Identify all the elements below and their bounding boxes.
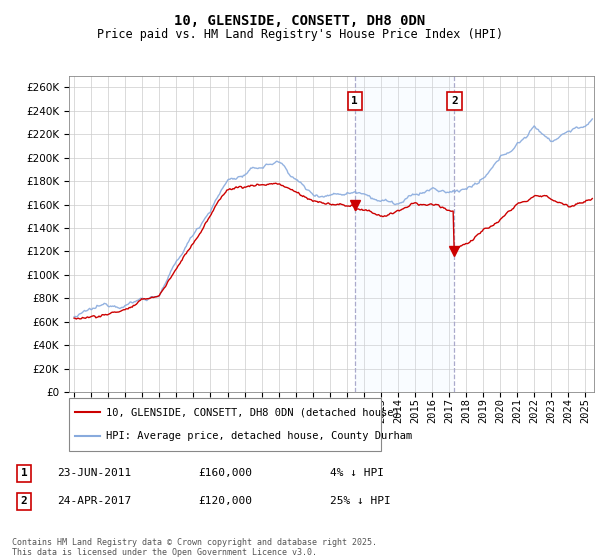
FancyBboxPatch shape	[69, 398, 381, 451]
Text: 2: 2	[451, 96, 458, 106]
Text: 25% ↓ HPI: 25% ↓ HPI	[330, 496, 391, 506]
Text: £120,000: £120,000	[198, 496, 252, 506]
Bar	[355, 76, 454, 392]
Text: 24-APR-2017: 24-APR-2017	[57, 496, 131, 506]
Text: 1: 1	[20, 468, 28, 478]
Text: 10, GLENSIDE, CONSETT, DH8 0DN (detached house): 10, GLENSIDE, CONSETT, DH8 0DN (detached…	[106, 408, 400, 418]
Text: £160,000: £160,000	[198, 468, 252, 478]
Text: Contains HM Land Registry data © Crown copyright and database right 2025.
This d: Contains HM Land Registry data © Crown c…	[12, 538, 377, 557]
Text: 1: 1	[352, 96, 358, 106]
Text: 23-JUN-2011: 23-JUN-2011	[57, 468, 131, 478]
Text: Price paid vs. HM Land Registry's House Price Index (HPI): Price paid vs. HM Land Registry's House …	[97, 28, 503, 41]
Text: 10, GLENSIDE, CONSETT, DH8 0DN: 10, GLENSIDE, CONSETT, DH8 0DN	[175, 14, 425, 28]
Text: 2: 2	[20, 496, 28, 506]
Text: HPI: Average price, detached house, County Durham: HPI: Average price, detached house, Coun…	[106, 431, 413, 441]
Text: 4% ↓ HPI: 4% ↓ HPI	[330, 468, 384, 478]
